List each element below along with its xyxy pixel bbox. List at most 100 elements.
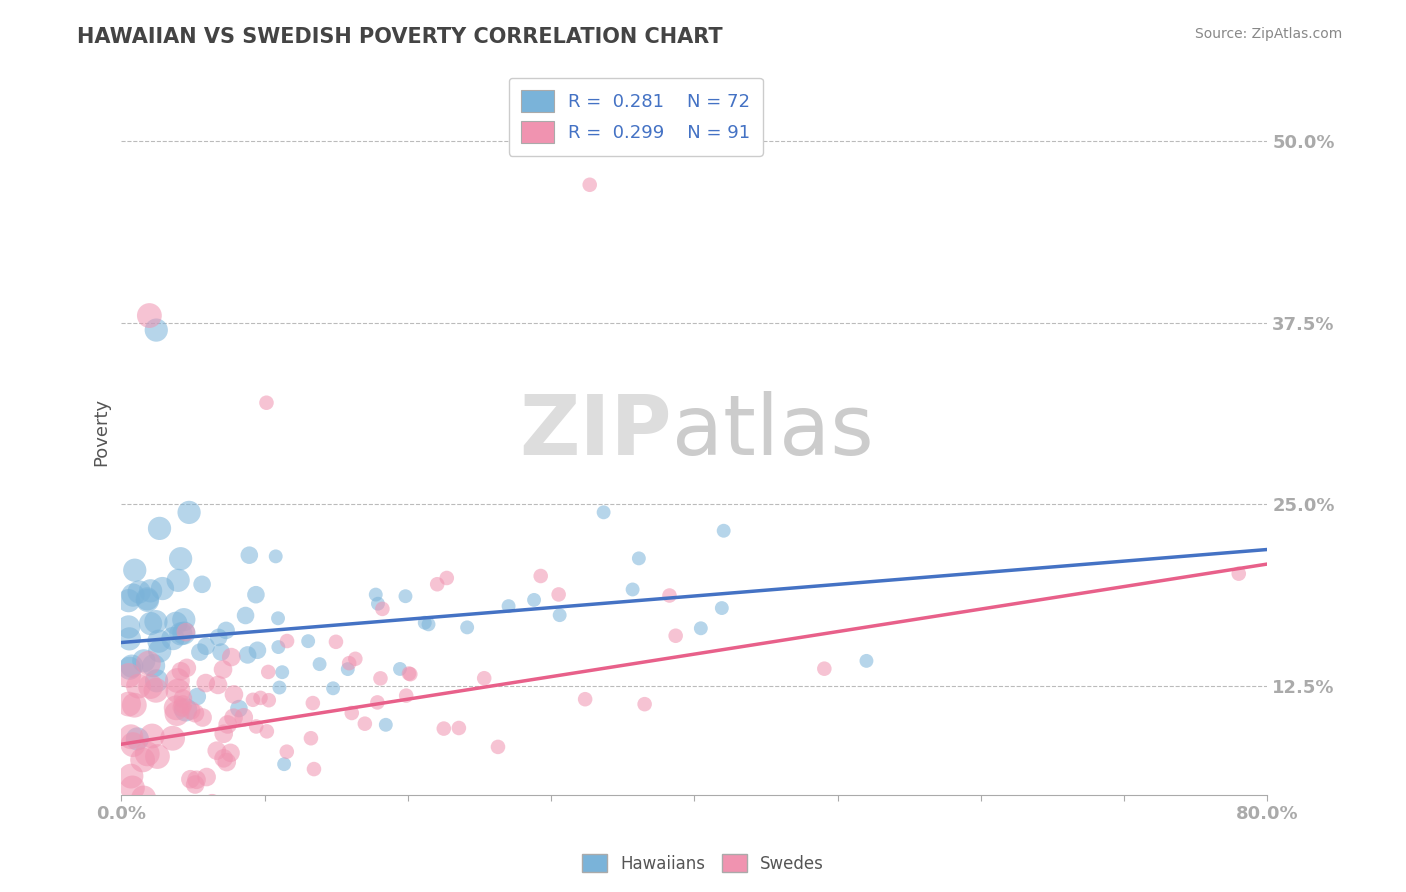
Point (172, 691, 194, 706)
Point (117, 620, 139, 634)
Point (548, 608, 571, 623)
Point (257, 693, 280, 707)
Point (172, 698, 194, 712)
Point (299, 731, 322, 746)
Point (138, 657, 160, 671)
Point (855, 654, 877, 668)
Legend: Hawaiians, Swedes: Hawaiians, Swedes (575, 847, 831, 880)
Point (472, 671, 495, 685)
Point (169, 551, 191, 566)
Point (145, 615, 167, 629)
Point (208, 631, 231, 645)
Point (165, 701, 187, 715)
Point (136, 591, 159, 606)
Point (1227, 566, 1250, 581)
Point (188, 645, 211, 659)
Point (184, 706, 207, 721)
Point (215, 624, 238, 638)
Point (219, 650, 242, 665)
Point (139, 583, 162, 598)
Point (207, 678, 229, 692)
Point (813, 662, 835, 676)
Point (117, 668, 139, 682)
Point (267, 611, 290, 625)
Point (228, 701, 250, 715)
Point (665, 629, 688, 643)
Point (276, 745, 298, 759)
Point (353, 716, 375, 731)
Point (195, 770, 218, 784)
Point (301, 696, 323, 710)
Point (162, 632, 184, 646)
Point (447, 721, 470, 735)
Point (131, 753, 153, 767)
Point (127, 679, 149, 693)
Point (325, 635, 347, 649)
Point (174, 625, 197, 640)
Point (166, 673, 188, 688)
Point (124, 563, 146, 577)
Point (170, 700, 193, 714)
Point (132, 791, 155, 805)
Point (249, 690, 271, 705)
Point (232, 710, 254, 724)
Point (179, 772, 201, 787)
Point (219, 746, 242, 760)
Point (578, 178, 600, 192)
Point (212, 727, 235, 741)
Point (689, 621, 711, 635)
Point (118, 632, 141, 646)
Point (633, 697, 655, 711)
Point (498, 599, 520, 614)
Point (186, 690, 208, 704)
Point (256, 724, 278, 739)
Point (121, 803, 143, 817)
Point (399, 667, 422, 681)
Point (367, 597, 389, 611)
Point (388, 662, 411, 676)
Point (162, 731, 184, 746)
Point (176, 661, 198, 675)
Point (267, 640, 290, 654)
Point (530, 569, 553, 583)
Point (167, 684, 190, 698)
Point (165, 616, 187, 631)
Point (173, 613, 195, 627)
Point (621, 582, 644, 597)
Point (124, 698, 146, 713)
Point (370, 672, 392, 686)
Point (132, 654, 155, 668)
Point (120, 730, 142, 744)
Point (574, 692, 596, 706)
Point (547, 587, 569, 601)
Point (340, 706, 363, 720)
Point (426, 577, 449, 591)
Point (121, 659, 143, 673)
Point (186, 772, 208, 787)
Point (222, 688, 245, 702)
Point (212, 751, 235, 765)
Point (136, 747, 159, 761)
Point (238, 548, 260, 562)
Point (141, 729, 163, 743)
Legend: R =  0.281    N = 72, R =  0.299    N = 91: R = 0.281 N = 72, R = 0.299 N = 91 (509, 78, 763, 156)
Point (395, 689, 418, 703)
Text: Source: ZipAtlas.com: Source: ZipAtlas.com (1195, 27, 1343, 41)
Point (127, 731, 149, 746)
Point (235, 608, 257, 623)
Point (627, 551, 650, 566)
Point (592, 505, 614, 519)
Point (195, 640, 218, 654)
Point (366, 695, 388, 709)
Point (523, 593, 546, 607)
Point (658, 589, 681, 603)
Point (398, 666, 420, 681)
Y-axis label: Poverty: Poverty (93, 398, 110, 466)
Point (142, 658, 165, 673)
Point (217, 717, 239, 731)
Point (117, 593, 139, 607)
Point (486, 739, 509, 754)
Point (337, 656, 360, 670)
Point (156, 803, 179, 817)
Point (174, 703, 197, 717)
